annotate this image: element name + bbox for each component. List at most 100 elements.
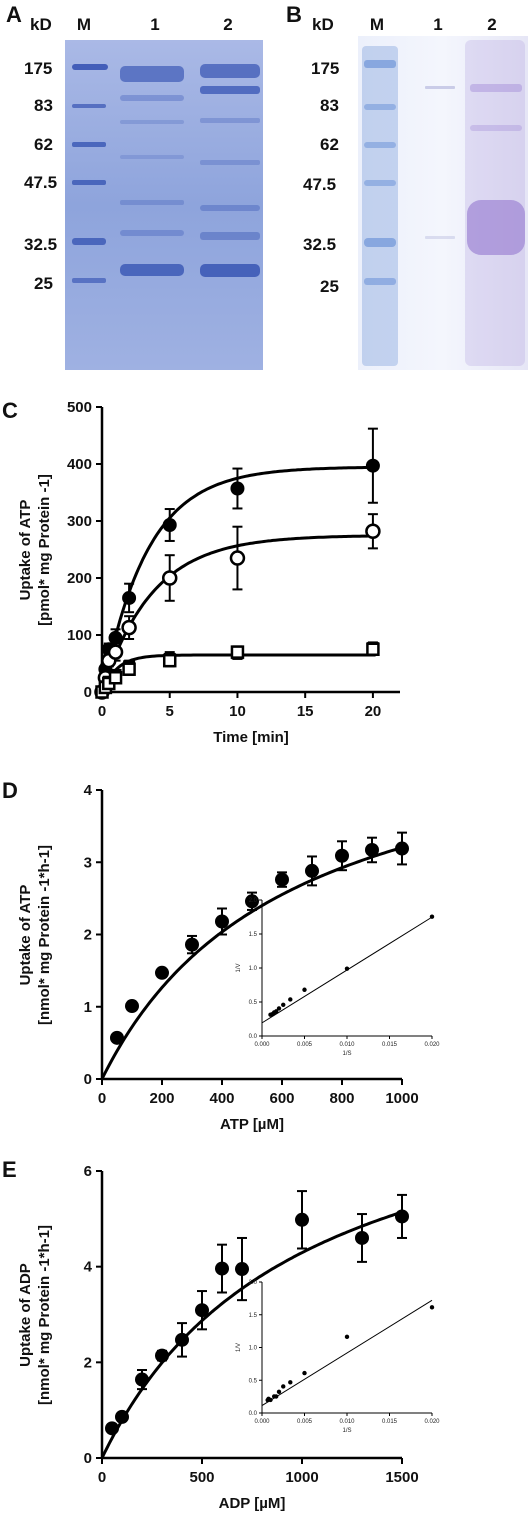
gel-b-lane-1-bands: [425, 86, 455, 239]
inset-y-tick-label: 0.5: [249, 1000, 258, 1006]
gel-a-lane-2-bands: [200, 64, 260, 277]
data-point: [108, 630, 123, 645]
inset-point: [302, 1370, 307, 1376]
gel-a-marker-83: 83: [34, 96, 53, 115]
fit-curve: [100, 653, 376, 693]
gel-a-marker-47-5: 47.5: [24, 173, 57, 192]
gel-b-lane-1: 1: [433, 15, 442, 34]
data-point: [365, 842, 379, 857]
fit-curve: [100, 1210, 403, 1459]
inset-y-tick-label: 2.0: [249, 898, 258, 904]
gel-a-unit: kD: [30, 15, 52, 34]
inset-point: [344, 966, 350, 971]
data-point: [155, 965, 169, 980]
data-point: [135, 1372, 149, 1387]
panel-b-label: B: [286, 2, 302, 27]
y-tick-label: 2: [84, 1354, 92, 1371]
x-tick-label: 1000: [285, 1469, 318, 1486]
panel-a-label: A: [6, 2, 22, 27]
x-axis-title: ATP [µM]: [220, 1116, 284, 1133]
inset-y-tick-label: 1.0: [249, 1346, 258, 1352]
y-tick-label: 4: [84, 782, 93, 799]
x-tick-label: 800: [329, 1090, 354, 1107]
gel-b-marker-175: 175: [311, 59, 339, 78]
data-point: [229, 550, 246, 566]
inset-regression-line: [261, 1299, 433, 1407]
inset-point: [273, 1394, 279, 1399]
y-tick-label: 0: [84, 1450, 92, 1467]
data-point: [395, 841, 409, 856]
x-axis-title: ADP [µM]: [219, 1495, 286, 1512]
data-point: [162, 653, 177, 668]
inset-plot: 0.0 0.5 1.0 1.5 2.0 0.000 0.005 0.010 0.015 0.020…: [236, 898, 440, 1057]
gel-a-marker-175: 175: [24, 59, 52, 78]
inset-point: [429, 914, 435, 919]
data-point: [365, 458, 380, 473]
data-point: [125, 999, 139, 1014]
data-point: [108, 671, 123, 685]
inset-point: [276, 1389, 282, 1395]
x-tick-label: 15: [297, 703, 314, 720]
inset-y-tick-label: 1.0: [249, 966, 258, 972]
inset-point: [281, 1384, 286, 1389]
x-tick-label: 0: [98, 1469, 106, 1486]
x-tick-label: 200: [149, 1090, 174, 1107]
data-point: [195, 1303, 209, 1318]
data-point: [295, 1212, 309, 1227]
data-point: [121, 619, 137, 636]
data-point: [115, 1409, 129, 1424]
y-tick-label: 400: [67, 456, 92, 473]
fit-curve: [100, 846, 403, 1080]
inset-y-tick-label: 0.0: [249, 1411, 258, 1417]
data-point: [305, 863, 319, 878]
gel-b-marker-83: 83: [320, 96, 339, 115]
inset-point: [273, 1009, 279, 1014]
gel-b-marker-62: 62: [320, 135, 339, 154]
inset-x-tick-label: 0.015: [382, 1042, 398, 1048]
chart-uptake-adp-conc: 0 2 4 6 0 500 1000 1500 ADP [µM] Uptake of ADP [nm…: [17, 1163, 440, 1512]
inset-y-axis-title: 1/V: [236, 1343, 242, 1352]
inset-point: [288, 1380, 293, 1385]
gel-b-marker-25: 25: [320, 277, 339, 296]
data-point: [355, 1230, 369, 1245]
gel-a-lane-1-bands: [120, 66, 184, 276]
y-tick-label: 200: [67, 570, 92, 587]
y-tick-label: 0: [84, 1071, 92, 1088]
gel-a-markers: 175 83 62 47.5 32.5 25: [24, 59, 57, 293]
gel-b-markers: 175 83 62 47.5 32.5 25: [303, 59, 339, 296]
gel-b-marker-lane: [362, 46, 398, 366]
data-point: [215, 914, 229, 929]
inset-x-tick-label: 0.000: [254, 1419, 270, 1425]
x-tick-label: 0: [98, 703, 106, 720]
inset-y-tick-label: 0.5: [249, 1378, 258, 1384]
y-axis-title: Uptake of ADP [nmol* mg Protein -1*h-1]: [17, 1225, 53, 1405]
inset-point: [281, 1002, 286, 1007]
inset-y-tick-label: 2.0: [249, 1280, 258, 1286]
data-point: [230, 645, 245, 659]
inset-y-tick-label: 1.5: [249, 932, 258, 938]
y-tick-label: 0: [84, 684, 92, 701]
x-tick-label: 20: [365, 703, 382, 720]
gel-a-marker-25: 25: [34, 274, 53, 293]
gel-a-lane-2: 2: [223, 15, 232, 34]
inset-y-axis-title: 1/V: [236, 963, 242, 972]
y-tick-label: 6: [84, 1163, 92, 1180]
gel-b-marker-47-5: 47.5: [303, 175, 336, 194]
data-point: [366, 642, 380, 656]
data-point: [105, 1421, 119, 1436]
gel-b-unit: kD: [312, 15, 334, 34]
y-tick-label: 1: [84, 999, 92, 1016]
gel-a-marker-32-5: 32.5: [24, 235, 57, 254]
inset-point: [429, 1305, 435, 1310]
chart-uptake-atp-conc: 0 1 2 3 4 0 200 400 600 800 1000 ATP [µM] Uptake of …: [17, 782, 440, 1133]
data-point: [110, 1030, 124, 1045]
x-tick-label: 500: [189, 1469, 214, 1486]
inset-x-tick-label: 0.005: [297, 1042, 313, 1048]
data-point: [230, 481, 245, 496]
inset-point: [276, 1006, 282, 1011]
y-tick-label: 300: [67, 513, 92, 530]
data-point: [335, 848, 349, 863]
inset-x-tick-label: 0.020: [424, 1419, 440, 1425]
gel-a-image: [65, 40, 263, 370]
